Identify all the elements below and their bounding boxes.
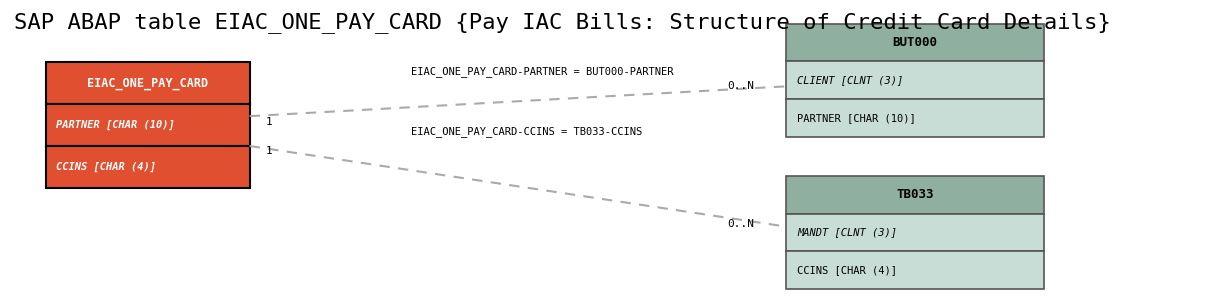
FancyBboxPatch shape xyxy=(787,99,1044,137)
Text: 0..N: 0..N xyxy=(728,81,755,91)
Text: PARTNER [CHAR (10)]: PARTNER [CHAR (10)] xyxy=(796,113,916,123)
Text: PARTNER [CHAR (10)]: PARTNER [CHAR (10)] xyxy=(57,120,175,130)
Text: MANDT [CLNT (3)]: MANDT [CLNT (3)] xyxy=(796,228,897,238)
Text: EIAC_ONE_PAY_CARD-PARTNER = BUT000-PARTNER: EIAC_ONE_PAY_CARD-PARTNER = BUT000-PARTN… xyxy=(411,67,673,78)
Text: 1: 1 xyxy=(266,117,272,127)
FancyBboxPatch shape xyxy=(46,146,250,188)
Text: CCINS [CHAR (4)]: CCINS [CHAR (4)] xyxy=(796,265,897,275)
FancyBboxPatch shape xyxy=(46,62,250,104)
FancyBboxPatch shape xyxy=(787,214,1044,251)
FancyBboxPatch shape xyxy=(46,104,250,146)
Text: SAP ABAP table EIAC_ONE_PAY_CARD {Pay IAC Bills: Structure of Credit Card Detail: SAP ABAP table EIAC_ONE_PAY_CARD {Pay IA… xyxy=(14,12,1110,33)
Text: 0..N: 0..N xyxy=(728,219,755,229)
FancyBboxPatch shape xyxy=(787,61,1044,99)
FancyBboxPatch shape xyxy=(787,251,1044,289)
Text: TB033: TB033 xyxy=(896,188,934,201)
Text: CLIENT [CLNT (3)]: CLIENT [CLNT (3)] xyxy=(796,75,904,85)
Text: 1: 1 xyxy=(266,146,272,156)
Text: CCINS [CHAR (4)]: CCINS [CHAR (4)] xyxy=(57,162,156,172)
Text: BUT000: BUT000 xyxy=(892,36,938,49)
FancyBboxPatch shape xyxy=(787,176,1044,214)
Text: EIAC_ONE_PAY_CARD: EIAC_ONE_PAY_CARD xyxy=(87,77,208,90)
Text: EIAC_ONE_PAY_CARD-CCINS = TB033-CCINS: EIAC_ONE_PAY_CARD-CCINS = TB033-CCINS xyxy=(411,126,641,137)
FancyBboxPatch shape xyxy=(787,24,1044,61)
